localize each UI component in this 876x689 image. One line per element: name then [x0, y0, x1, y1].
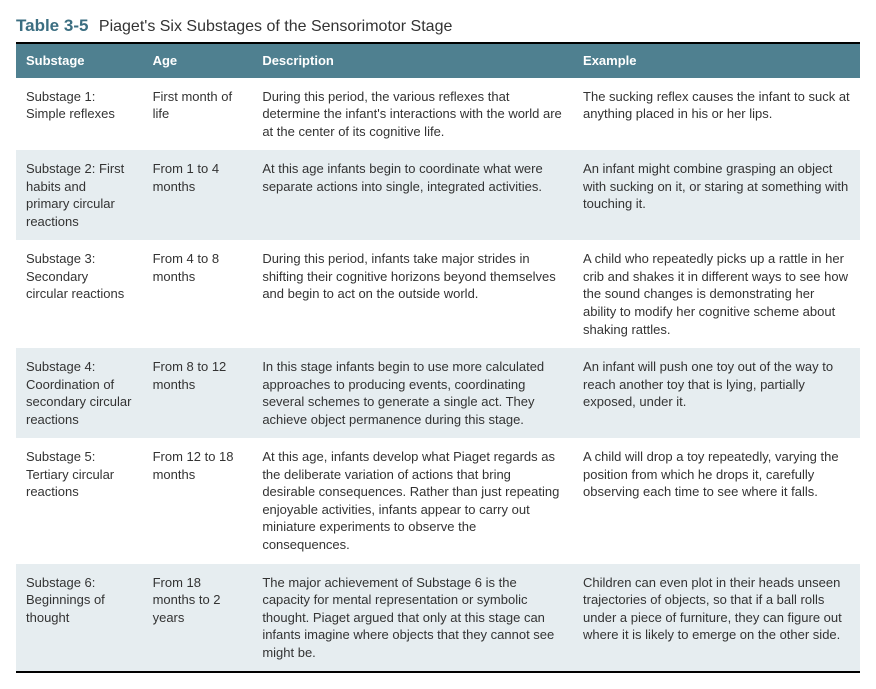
column-header: Description — [252, 43, 573, 78]
table-row: Substage 6: Beginnings of thoughtFrom 18… — [16, 564, 860, 673]
column-header: Substage — [16, 43, 143, 78]
cell-example: Children can even plot in their heads un… — [573, 564, 860, 673]
piaget-table: SubstageAgeDescriptionExample Substage 1… — [16, 42, 860, 673]
table-title: Piaget's Six Substages of the Sensorimot… — [99, 18, 452, 35]
cell-substage: Substage 4: Coordination of secondary ci… — [16, 348, 143, 438]
column-header: Age — [143, 43, 253, 78]
table-label: Table 3-5 — [16, 16, 88, 35]
table-row: Substage 1: Simple reflexesFirst month o… — [16, 78, 860, 151]
cell-description: In this stage infants begin to use more … — [252, 348, 573, 438]
cell-description: During this period, infants take major s… — [252, 240, 573, 348]
cell-age: From 8 to 12 months — [143, 348, 253, 438]
cell-substage: Substage 3: Secondary circular reactions — [16, 240, 143, 348]
cell-substage: Substage 6: Beginnings of thought — [16, 564, 143, 673]
cell-example: A child who repeatedly picks up a rattle… — [573, 240, 860, 348]
cell-description: The major achievement of Substage 6 is t… — [252, 564, 573, 673]
cell-age: First month of life — [143, 78, 253, 151]
cell-example: A child will drop a toy repeatedly, vary… — [573, 438, 860, 563]
cell-age: From 4 to 8 months — [143, 240, 253, 348]
table-row: Substage 4: Coordination of secondary ci… — [16, 348, 860, 438]
cell-example: An infant might combine grasping an obje… — [573, 150, 860, 240]
cell-substage: Substage 5: Tertiary circular reactions — [16, 438, 143, 563]
cell-age: From 12 to 18 months — [143, 438, 253, 563]
cell-description: At this age, infants develop what Piaget… — [252, 438, 573, 563]
cell-description: During this period, the various reflexes… — [252, 78, 573, 151]
cell-example: An infant will push one toy out of the w… — [573, 348, 860, 438]
column-header: Example — [573, 43, 860, 78]
table-row: Substage 3: Secondary circular reactions… — [16, 240, 860, 348]
cell-substage: Substage 2: First habits and primary cir… — [16, 150, 143, 240]
cell-age: From 18 months to 2 years — [143, 564, 253, 673]
table-body: Substage 1: Simple reflexesFirst month o… — [16, 78, 860, 673]
cell-substage: Substage 1: Simple reflexes — [16, 78, 143, 151]
table-caption: Table 3-5 Piaget's Six Substages of the … — [16, 16, 860, 36]
table-head: SubstageAgeDescriptionExample — [16, 43, 860, 78]
cell-example: The sucking reflex causes the infant to … — [573, 78, 860, 151]
cell-age: From 1 to 4 months — [143, 150, 253, 240]
table-row: Substage 2: First habits and primary cir… — [16, 150, 860, 240]
table-row: Substage 5: Tertiary circular reactionsF… — [16, 438, 860, 563]
cell-description: At this age infants begin to coordinate … — [252, 150, 573, 240]
